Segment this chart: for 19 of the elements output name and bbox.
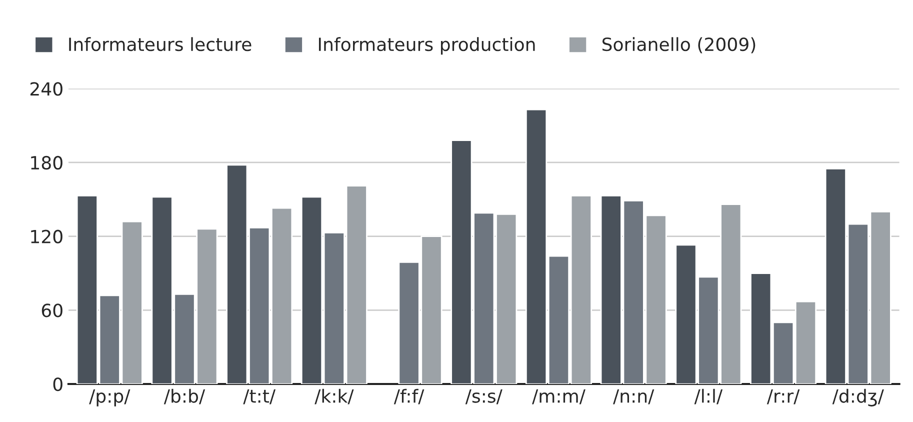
x-tick-label: /d:dʒ/ bbox=[832, 388, 884, 406]
legend-label: Sorianello (2009) bbox=[602, 37, 756, 54]
x-tick-label: /n:n/ bbox=[613, 389, 654, 404]
x-tick-label: /r:r/ bbox=[766, 389, 800, 404]
x-tick-label: /k:k/ bbox=[314, 388, 354, 404]
x-tick-label: /f:f/ bbox=[394, 388, 424, 404]
legend-label: Informateurs production bbox=[318, 37, 535, 55]
y-tick-label: 0 bbox=[53, 377, 62, 392]
x-tick-label: /l:l/ bbox=[694, 388, 723, 404]
y-tick-label: 120 bbox=[31, 230, 62, 244]
x-tick-label: /b:b/ bbox=[164, 388, 206, 404]
x-tick-label: /m:m/ bbox=[532, 389, 586, 404]
y-tick-label: 180 bbox=[31, 156, 62, 170]
x-tick-label: /t:t/ bbox=[243, 389, 276, 404]
legend-label: Informateurs lecture bbox=[69, 37, 252, 52]
y-tick-label: 60 bbox=[42, 304, 62, 318]
y-tick-label: 240 bbox=[30, 82, 62, 96]
x-tick-label: /s:s/ bbox=[465, 389, 502, 404]
x-tick-label: /p:p/ bbox=[89, 389, 130, 406]
